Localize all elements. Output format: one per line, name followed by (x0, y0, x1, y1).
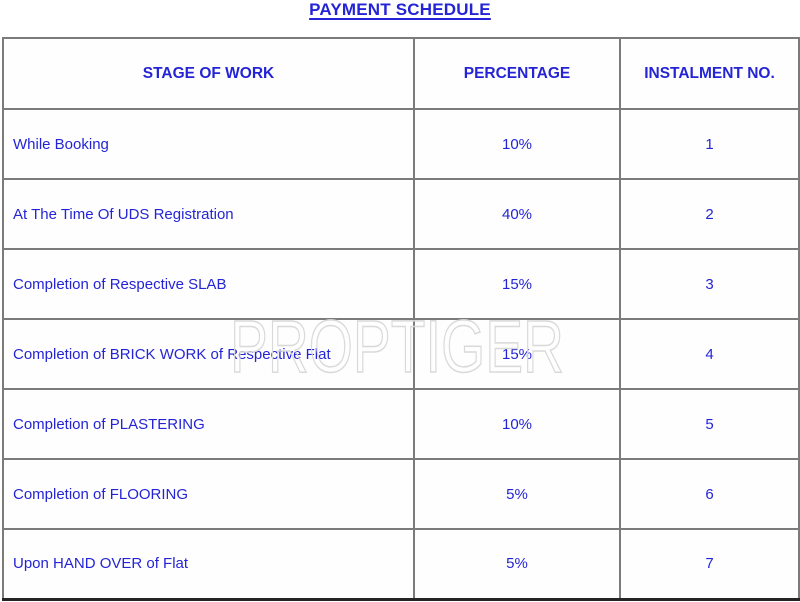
table-row: At The Time Of UDS Registration 40% 2 (2, 178, 800, 250)
percentage-cell: 5% (413, 458, 621, 530)
percentage-cell: 15% (413, 248, 621, 320)
percentage-cell: 15% (413, 318, 621, 390)
stage-cell: Upon HAND OVER of Flat (2, 528, 415, 600)
instalment-cell: 6 (619, 458, 800, 530)
table-header-row: STAGE OF WORK PERCENTAGE INSTALMENT NO. (2, 37, 800, 110)
stage-cell: Completion of Respective SLAB (2, 248, 415, 320)
table-row: While Booking 10% 1 (2, 108, 800, 180)
percentage-cell: 40% (413, 178, 621, 250)
table-row: Completion of PLASTERING 10% 5 (2, 388, 800, 460)
percentage-cell: 10% (413, 388, 621, 460)
header-cell-stage-of-work: STAGE OF WORK (2, 37, 415, 110)
header-cell-percentage: PERCENTAGE (413, 37, 621, 110)
stage-cell: Completion of BRICK WORK of Respective F… (2, 318, 415, 390)
table-row: Completion of BRICK WORK of Respective F… (2, 318, 800, 390)
table-row: Upon HAND OVER of Flat 5% 7 (2, 528, 800, 600)
stage-cell: Completion of PLASTERING (2, 388, 415, 460)
instalment-cell: 5 (619, 388, 800, 460)
instalment-cell: 3 (619, 248, 800, 320)
instalment-cell: 7 (619, 528, 800, 600)
instalment-cell: 2 (619, 178, 800, 250)
instalment-cell: 4 (619, 318, 800, 390)
stage-cell: At The Time Of UDS Registration (2, 178, 415, 250)
stage-cell: Completion of FLOORING (2, 458, 415, 530)
percentage-cell: 10% (413, 108, 621, 180)
stage-cell: While Booking (2, 108, 415, 180)
instalment-cell: 1 (619, 108, 800, 180)
table-row: Completion of Respective SLAB 15% 3 (2, 248, 800, 320)
page-title: PAYMENT SCHEDULE (309, 0, 491, 19)
percentage-cell: 5% (413, 528, 621, 600)
payment-schedule-table: STAGE OF WORK PERCENTAGE INSTALMENT NO. … (2, 37, 800, 601)
table-row: Completion of FLOORING 5% 6 (2, 458, 800, 530)
header-cell-instalment-no: INSTALMENT NO. (619, 37, 800, 110)
